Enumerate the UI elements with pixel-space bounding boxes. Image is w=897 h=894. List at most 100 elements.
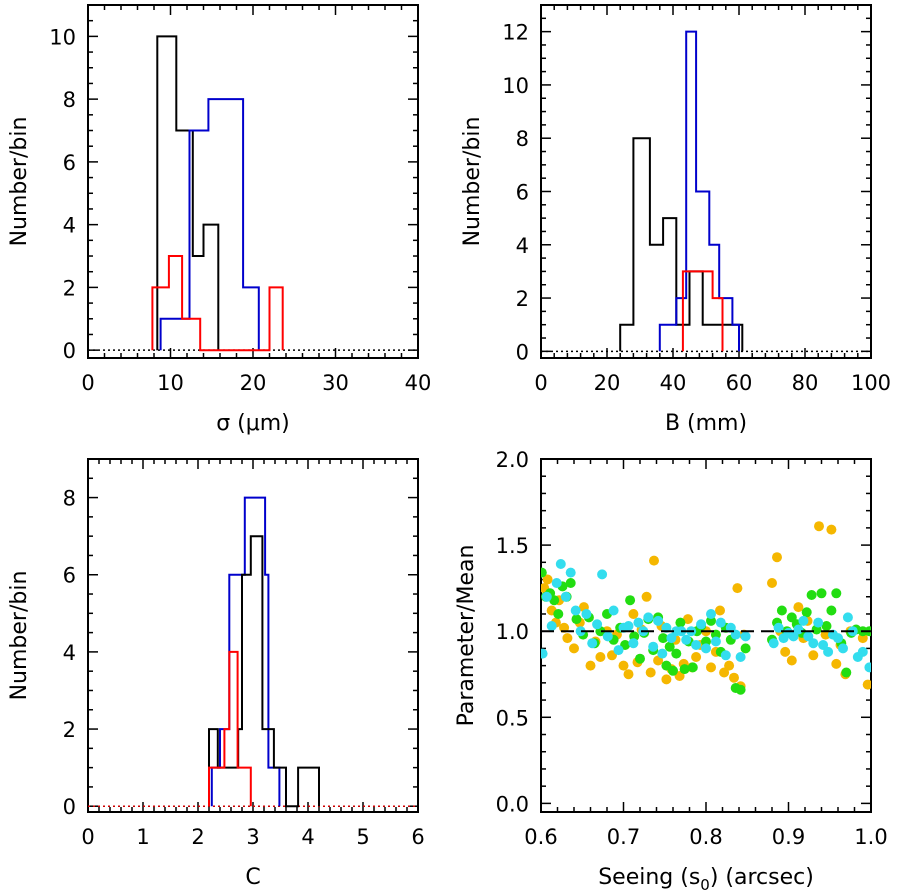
scatter-point (635, 653, 645, 664)
histogram-series (658, 30, 740, 352)
y-tick-label: 0.5 (496, 706, 529, 730)
x-tick-label: 0 (534, 371, 547, 395)
x-tick-label: 20 (594, 371, 621, 395)
scatter-point (801, 607, 812, 618)
scatter-point (648, 641, 659, 652)
scatter-point (701, 636, 711, 647)
scatter-point (541, 648, 548, 659)
scatter-point (623, 621, 634, 631)
scatter-point (613, 645, 624, 656)
scatter-point (641, 591, 652, 602)
x-tick-label: 20 (240, 371, 267, 395)
x-tick-label: 1.0 (854, 825, 887, 849)
scatter-point (808, 650, 819, 661)
histogram-series (208, 650, 252, 807)
scatter-point (565, 567, 576, 578)
y-tick-label: 0 (63, 795, 76, 819)
scatter-point (542, 574, 553, 585)
scatter-point (808, 638, 819, 649)
seeing-scatter: 0.6 0.7 0.8 0.9 1.0 0.0 0.5 1.0 1.5 2.0 Seeing (s0… (454, 448, 888, 894)
scatter-point (679, 664, 690, 675)
scatter-point (666, 633, 677, 644)
scatter-point (658, 633, 669, 644)
scatter-point (706, 615, 716, 626)
histogram-series (208, 535, 320, 808)
scatter-point (701, 643, 711, 654)
scatter-point (618, 660, 629, 671)
x-tick-label: 10 (157, 371, 184, 395)
y-tick-label: 1.0 (496, 620, 529, 644)
scatter-point (740, 631, 751, 642)
scatter-point (645, 667, 656, 678)
scatter-point (710, 636, 721, 647)
scatter-point (823, 646, 834, 657)
x-tick-label: 4 (301, 825, 314, 849)
scatter-point (793, 602, 804, 613)
scatter-point (857, 646, 868, 657)
scatter-point (715, 605, 725, 616)
x-tick-label: 0.6 (524, 825, 557, 849)
histogram-series (151, 255, 284, 352)
scatter-point (628, 609, 639, 619)
scatter-point (735, 652, 746, 662)
x-tick-label: 0.7 (607, 825, 640, 849)
scatter-point (585, 660, 596, 671)
plot-frame (540, 4, 872, 359)
scatter-point (720, 650, 731, 661)
scatter-point (831, 658, 842, 669)
scatter-point (740, 643, 751, 654)
scatter-point (671, 648, 682, 659)
scatter-point (587, 638, 598, 649)
scatter-point (735, 684, 746, 695)
scatter-point (597, 569, 608, 580)
scatter-point (571, 614, 582, 625)
histogram-series (619, 137, 744, 352)
scatter-point (724, 660, 735, 671)
x-tick-label: 3 (246, 825, 259, 849)
scatter-point (862, 679, 871, 690)
y-tick-label: 4 (516, 234, 529, 258)
scatter-point (821, 621, 832, 631)
y-tick-label: 2.0 (496, 448, 529, 472)
scatter-point (772, 552, 782, 563)
c-histogram: 0 1 2 3 4 5 6 0 2 4 6 8 C Number/bin (7, 458, 425, 890)
scatter-point (786, 612, 797, 623)
scatter-point (628, 638, 639, 649)
scatter-point (786, 655, 797, 666)
scatter-point (831, 588, 842, 599)
plot-frame (87, 4, 419, 359)
scatter-point (729, 672, 739, 683)
scatter-point (649, 555, 659, 566)
x-axis-label: σ (μm) (216, 411, 290, 436)
sigma-histogram: 0 10 20 30 40 0 2 4 6 8 10 σ (μm) Number/bin (7, 4, 432, 436)
scatter-point (826, 605, 837, 616)
y-tick-label: 2 (63, 718, 76, 742)
y-tick-label: 2 (516, 287, 529, 311)
scatter-point (565, 578, 576, 588)
y-tick-label: 0 (516, 340, 529, 364)
scatter-point (841, 667, 852, 678)
x-tick-label: 0.8 (689, 825, 722, 849)
scatter-point (818, 640, 829, 650)
scatter-point (715, 617, 726, 628)
scatter-point (633, 617, 644, 628)
x-tick-label: 30 (322, 371, 349, 395)
scatter-point (691, 652, 702, 662)
scatter-point (623, 669, 634, 680)
scatter-point (653, 615, 664, 626)
scatter-point (562, 633, 573, 644)
scatter-point (857, 633, 868, 644)
x-tick-label: 2 (191, 825, 204, 849)
scatter-point (595, 652, 606, 662)
scatter-point (625, 595, 636, 606)
y-tick-label: 10 (502, 74, 529, 98)
scatter-point (541, 567, 547, 578)
x-axis-label: C (245, 865, 260, 890)
scatter-point (780, 646, 791, 657)
x-tick-label: 0 (81, 825, 94, 849)
y-axis-label: Number/bin (460, 117, 485, 247)
scatter-point (575, 626, 586, 637)
y-tick-label: 0.0 (496, 792, 529, 816)
scatter-point (706, 662, 716, 673)
x-tick-label: 40 (405, 371, 432, 395)
